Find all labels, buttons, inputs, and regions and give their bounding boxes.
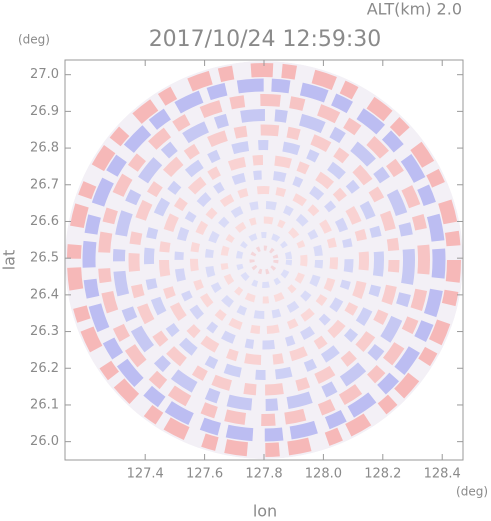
y-tick-label: 26.0 bbox=[30, 434, 59, 449]
x-unit: (deg) bbox=[456, 485, 488, 499]
y-tick-label: 26.7 bbox=[30, 177, 59, 192]
y-tick-label: 26.2 bbox=[30, 361, 59, 376]
ring bbox=[98, 94, 430, 426]
x-tick-label: 127.6 bbox=[186, 467, 223, 482]
ring bbox=[144, 140, 384, 380]
y-tick-label: 26.1 bbox=[30, 397, 59, 412]
ring bbox=[82, 78, 446, 442]
velocity-disc bbox=[65, 61, 463, 459]
y-tick-label: 26.5 bbox=[30, 251, 59, 266]
ring bbox=[174, 170, 354, 350]
ring bbox=[249, 245, 279, 275]
y-tick-label: 26.4 bbox=[30, 287, 59, 302]
x-tick-label: 127.4 bbox=[127, 467, 164, 482]
y-tick-label: 26.9 bbox=[30, 104, 59, 119]
y-axis-label: lat bbox=[0, 250, 19, 271]
y-tick-label: 26.3 bbox=[30, 324, 59, 339]
ring bbox=[220, 216, 308, 304]
x-axis-label: lon bbox=[253, 502, 277, 521]
ring bbox=[128, 124, 400, 396]
y-tick-label: 26.6 bbox=[30, 214, 59, 229]
y-tick-label: 27.0 bbox=[30, 67, 59, 82]
x-tick-label: 127.8 bbox=[245, 467, 282, 482]
ring bbox=[205, 201, 323, 319]
chart-title: 2017/10/24 12:59:30 bbox=[149, 27, 382, 52]
ring bbox=[159, 155, 369, 365]
ring bbox=[236, 232, 292, 288]
ring bbox=[67, 63, 461, 457]
x-tick-label: 128.4 bbox=[424, 467, 461, 482]
y-tick-label: 26.8 bbox=[30, 141, 59, 156]
ring bbox=[113, 109, 415, 411]
x-tick-label: 128.2 bbox=[364, 467, 401, 482]
ring bbox=[190, 186, 338, 334]
altitude-label: ALT(km) 2.0 bbox=[367, 0, 462, 19]
y-unit: (deg) bbox=[18, 33, 50, 47]
x-tick-label: 128.0 bbox=[305, 467, 342, 482]
